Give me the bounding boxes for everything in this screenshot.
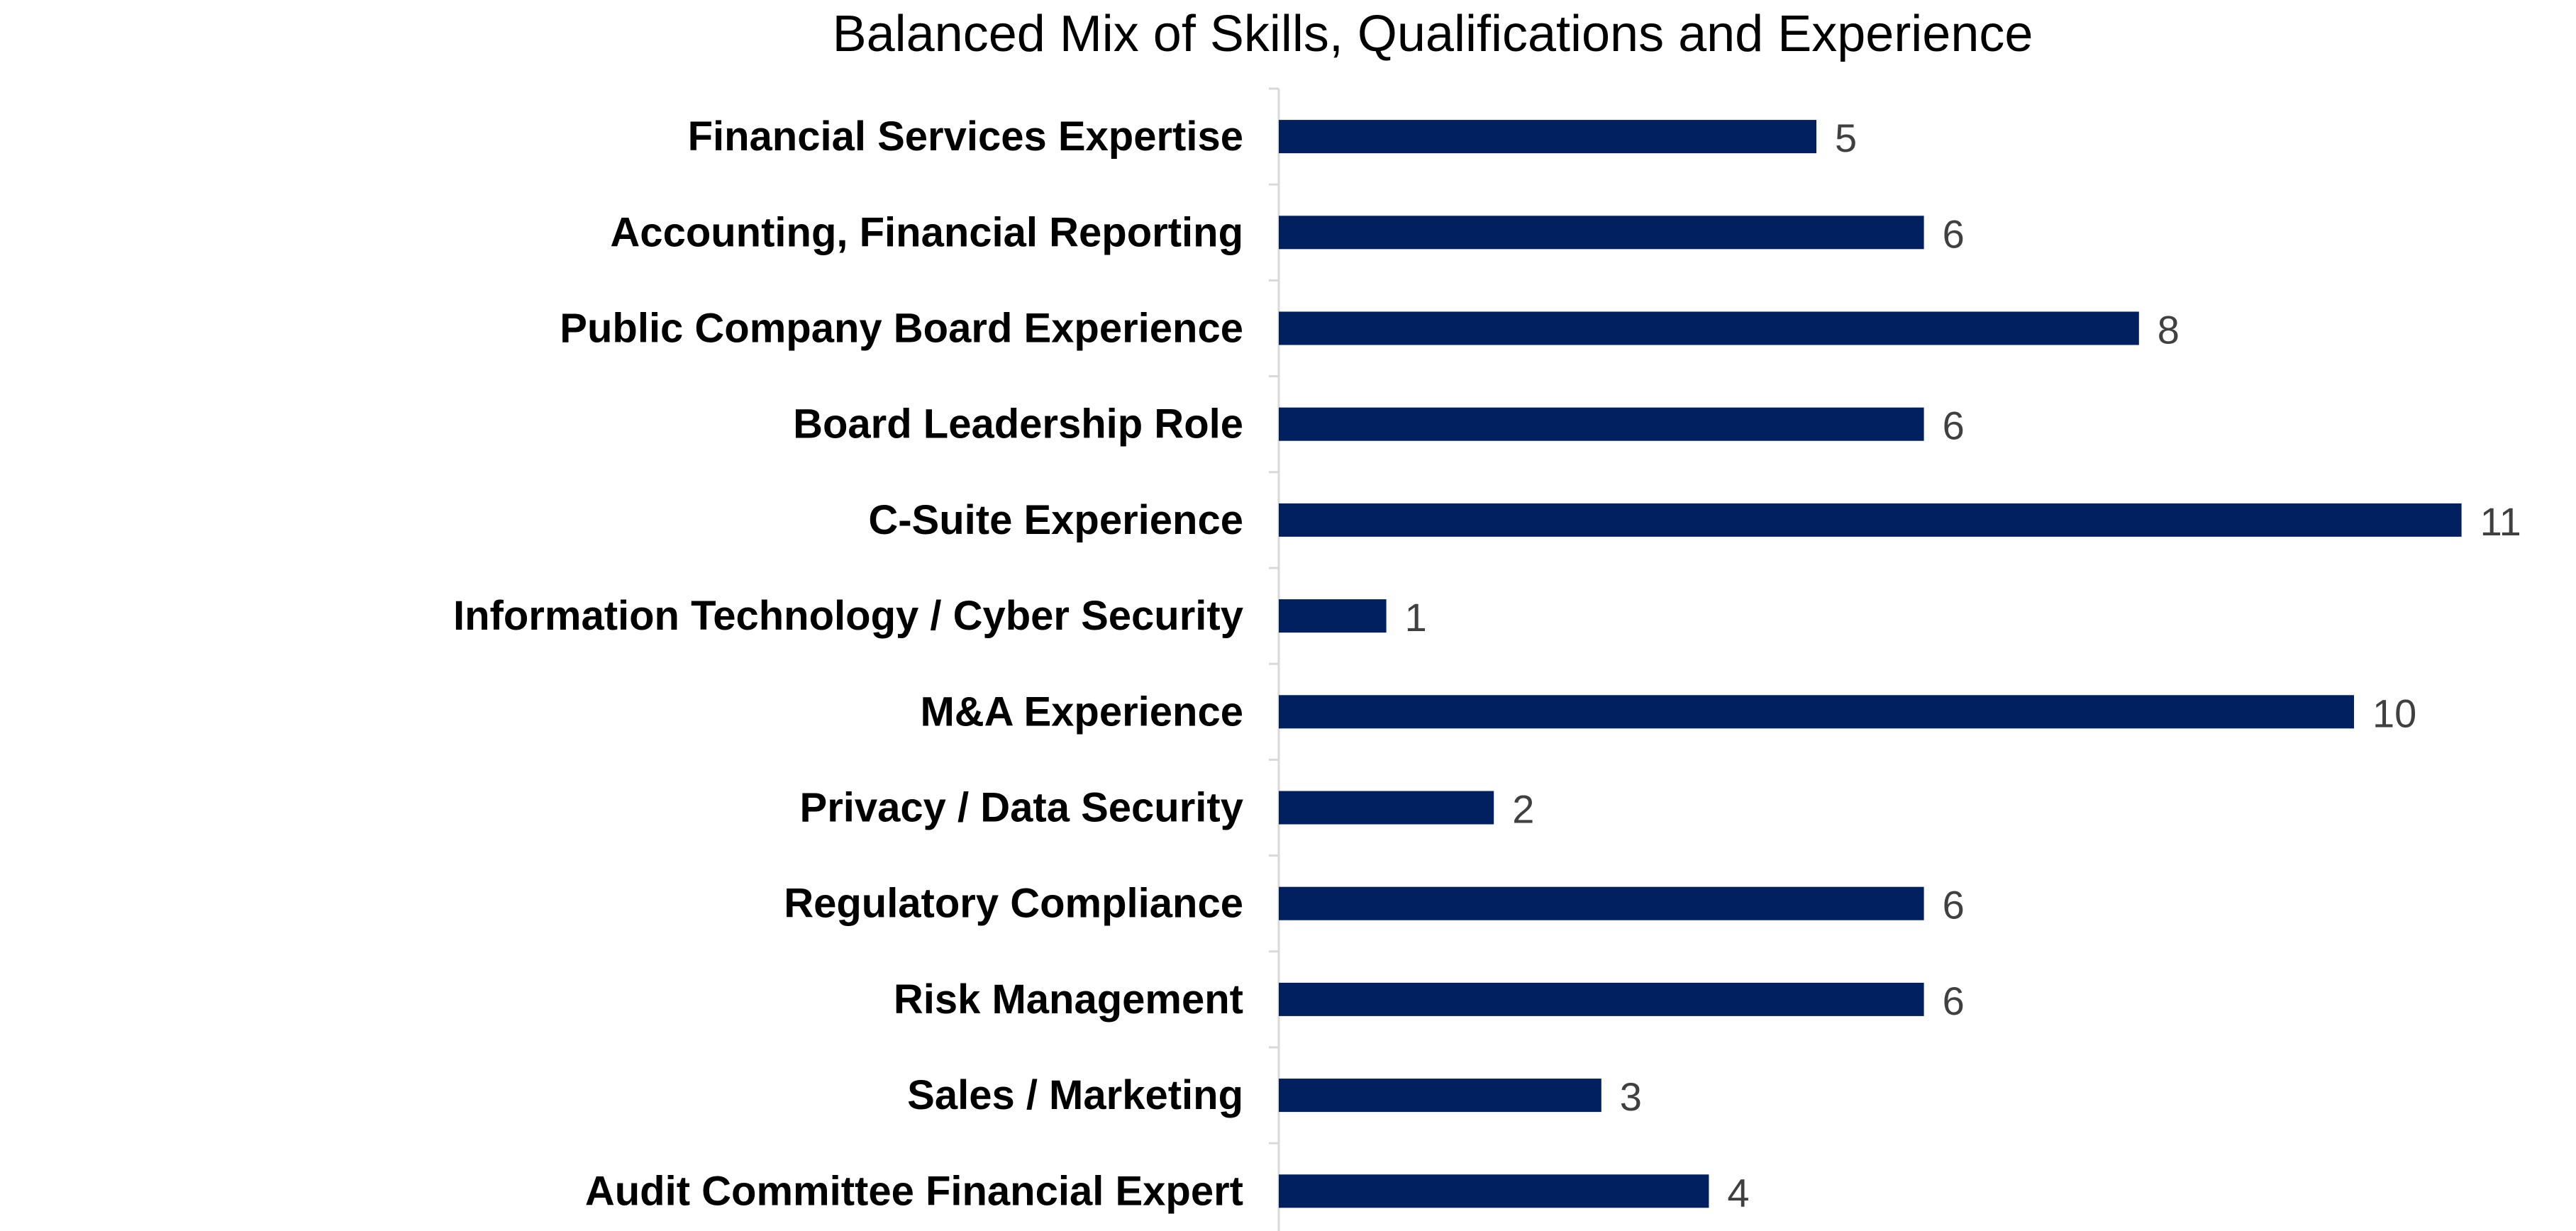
data-label: 4 [1727, 1170, 1749, 1215]
data-label: 2 [1512, 787, 1534, 832]
category-label: Board Leadership Role [793, 401, 1243, 447]
bar [1279, 503, 2462, 537]
bar [1279, 407, 1924, 441]
category-label: M&A Experience [920, 689, 1243, 735]
data-label: 1 [1405, 595, 1427, 640]
data-label: 6 [1943, 211, 1965, 256]
data-label: 3 [1620, 1074, 1642, 1119]
category-label: C-Suite Experience [868, 497, 1243, 543]
data-label: 10 [2372, 691, 2416, 735]
bar [1279, 886, 1924, 920]
data-label: 11 [2480, 499, 2521, 544]
data-label: 8 [2158, 308, 2180, 352]
bar [1279, 1174, 1709, 1208]
bar [1279, 1079, 1601, 1113]
category-axis [1269, 87, 1280, 1231]
bar [1279, 695, 2354, 729]
category-label: Information Technology / Cyber Security [453, 593, 1243, 639]
bar [1279, 982, 1924, 1016]
chart-title: Balanced Mix of Skills, Qualifications a… [833, 6, 2033, 62]
bars [1279, 120, 2462, 1208]
data-label: 6 [1943, 883, 1965, 928]
bar [1279, 120, 1816, 154]
data-label: 6 [1943, 403, 1965, 448]
data-label: 6 [1943, 979, 1965, 1023]
category-label: Sales / Marketing [907, 1072, 1243, 1118]
bar [1279, 599, 1387, 633]
bar [1279, 216, 1924, 250]
data-label: 5 [1835, 116, 1857, 160]
category-labels: Financial Services Expertise Accounting, … [453, 113, 1243, 1214]
category-label: Privacy / Data Security [800, 785, 1243, 831]
category-label: Accounting, Financial Reporting [610, 209, 1243, 255]
category-label: Regulatory Compliance [784, 881, 1243, 927]
category-label: Risk Management [894, 976, 1243, 1023]
bar [1279, 791, 1494, 825]
bar [1279, 311, 2139, 345]
category-label: Public Company Board Experience [560, 306, 1243, 352]
category-label: Financial Services Expertise [688, 113, 1243, 160]
category-label: Audit Committee Financial Expert [585, 1168, 1243, 1214]
